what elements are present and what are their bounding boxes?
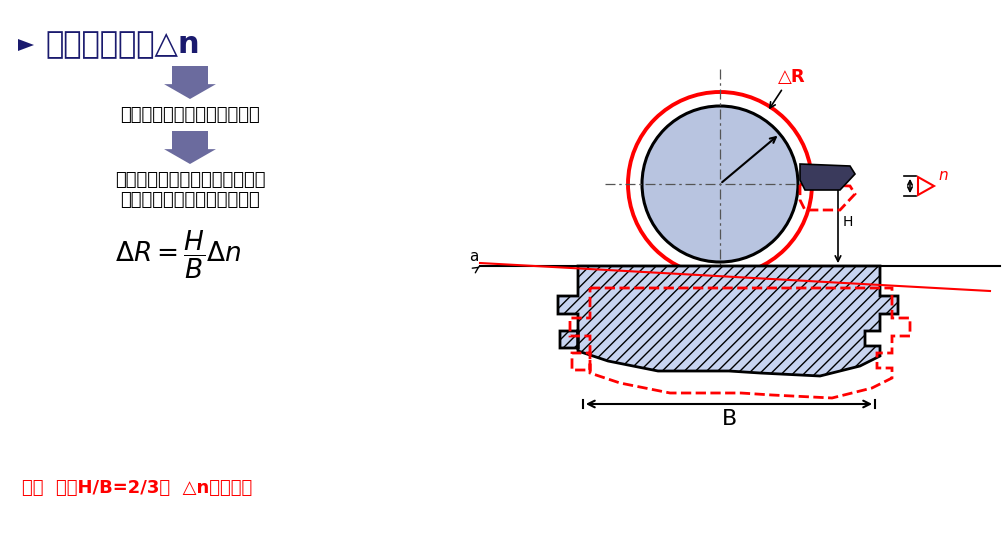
Text: 产生加工误差（圆柱度误差）: 产生加工误差（圆柱度误差） <box>120 191 260 209</box>
Text: 工作台在运动过程中产生摆动: 工作台在运动过程中产生摆动 <box>120 106 260 124</box>
Polygon shape <box>164 131 215 164</box>
Text: n: n <box>938 169 948 183</box>
Polygon shape <box>164 66 215 99</box>
Text: a: a <box>468 249 478 264</box>
Text: H: H <box>843 215 853 228</box>
Polygon shape <box>558 266 898 376</box>
Text: △R: △R <box>778 68 806 86</box>
Text: B: B <box>721 409 737 429</box>
Text: $\Delta R = \dfrac{H}{B} \Delta n$: $\Delta R = \dfrac{H}{B} \Delta n$ <box>115 229 242 281</box>
Text: 前后导轨扭曲△n: 前后导轨扭曲△n <box>45 30 199 59</box>
Polygon shape <box>18 39 34 51</box>
Polygon shape <box>800 164 855 190</box>
Text: 例：  车床H/B=2/3，  △n影响很大: 例： 车床H/B=2/3， △n影响很大 <box>22 479 252 497</box>
Circle shape <box>642 106 798 262</box>
Text: 刀尖运动轨迹为一条空间曲线，: 刀尖运动轨迹为一条空间曲线， <box>115 171 265 189</box>
